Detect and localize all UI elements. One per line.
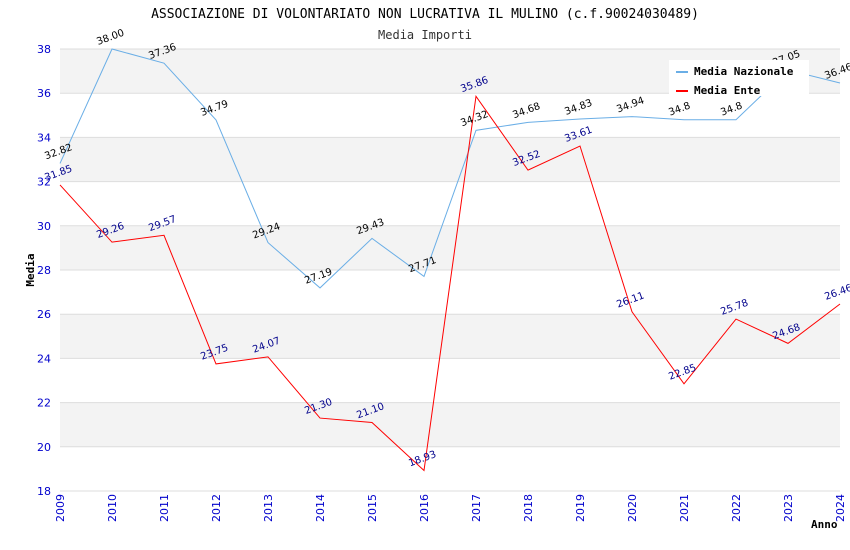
y-tick-label: 34 — [37, 131, 51, 144]
y-tick-label: 20 — [37, 441, 51, 454]
series-lines — [59, 48, 841, 472]
x-tick-label: 2017 — [470, 494, 483, 522]
x-tick-label: 2020 — [626, 494, 639, 522]
x-tick-label: 2009 — [54, 494, 67, 522]
x-axis-ticks: 2009 2010 2011 2012 2013 2014 2015 2016 2017 2018… — [54, 494, 847, 522]
x-tick-label: 2024 — [834, 494, 847, 522]
legend-box — [669, 60, 809, 96]
grid-band — [60, 137, 840, 182]
y-tick-label: 38 — [37, 43, 51, 56]
x-tick-label: 2021 — [678, 494, 691, 522]
y-tick-label: 26 — [37, 308, 51, 321]
x-tick-label: 2012 — [210, 494, 223, 522]
grid-band — [60, 314, 840, 359]
chart-title: ASSOCIAZIONE DI VOLONTARIATO NON LUCRATI… — [151, 7, 699, 22]
legend: Media Nazionale Media Ente — [669, 60, 809, 97]
y-tick-label: 28 — [37, 264, 51, 277]
y-tick-label: 32 — [37, 176, 51, 189]
grid-band — [60, 446, 840, 491]
x-tick-label: 2014 — [314, 494, 327, 522]
grid-band — [60, 270, 840, 315]
y-axis-ticks: 18 20 22 24 26 28 30 32 34 36 38 — [37, 43, 51, 498]
y-axis-label: Media — [24, 253, 37, 286]
grid-band — [60, 225, 840, 270]
x-tick-label: 2010 — [106, 494, 119, 522]
series-line-nazionale — [59, 48, 841, 289]
x-tick-label: 2015 — [366, 494, 379, 522]
grid-band — [60, 358, 840, 403]
legend-label-ente: Media Ente — [694, 84, 761, 97]
x-tick-label: 2011 — [158, 494, 171, 522]
x-tick-label: 2018 — [522, 494, 535, 522]
data-label: 38.00 — [95, 28, 126, 48]
series-line-ente — [59, 94, 841, 472]
y-tick-label: 22 — [37, 397, 51, 410]
x-tick-label: 2019 — [574, 494, 587, 522]
x-tick-label: 2023 — [782, 494, 795, 522]
x-tick-label: 2016 — [418, 494, 431, 522]
grid-bands — [60, 48, 840, 492]
y-tick-label: 24 — [37, 352, 51, 365]
x-axis-label: Anno — [811, 518, 838, 531]
chart-subtitle: Media Importi — [378, 28, 472, 42]
x-tick-label: 2022 — [730, 494, 743, 522]
y-tick-label: 36 — [37, 87, 51, 100]
x-tick-label: 2013 — [262, 494, 275, 522]
legend-label-nazionale: Media Nazionale — [694, 65, 794, 78]
y-tick-label: 18 — [37, 485, 51, 498]
grid-band — [60, 402, 840, 447]
y-tick-label: 30 — [37, 220, 51, 233]
grid-band — [60, 93, 840, 138]
